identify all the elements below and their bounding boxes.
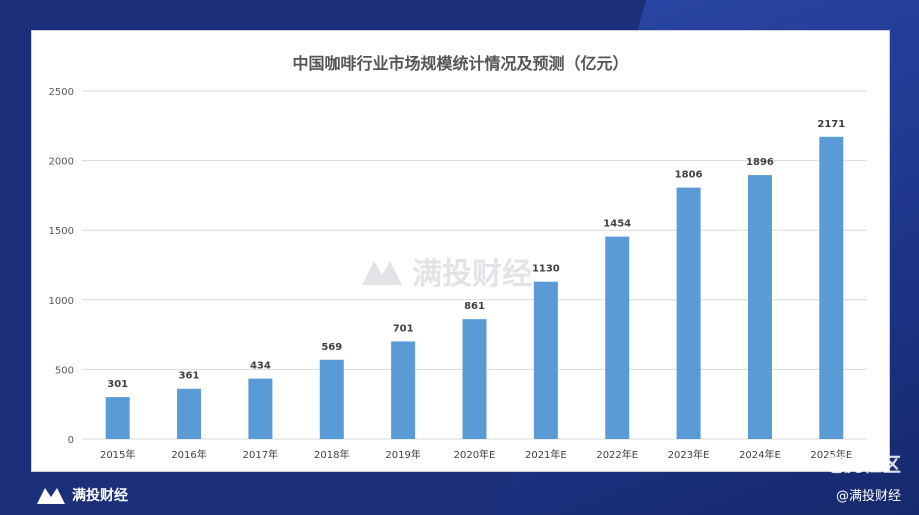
data-label: 1896 bbox=[746, 157, 774, 168]
data-label: 1454 bbox=[603, 219, 631, 230]
watermark-right: 老虎社区 bbox=[824, 454, 901, 476]
bar bbox=[319, 359, 344, 439]
data-label: 361 bbox=[179, 371, 200, 382]
x-tick-label: 2024年E bbox=[739, 448, 781, 461]
data-label: 301 bbox=[107, 379, 128, 390]
center-watermark: 满投财经 bbox=[360, 249, 532, 293]
data-label: 1130 bbox=[532, 264, 560, 275]
x-tick-label: 2021年E bbox=[525, 448, 567, 461]
bar bbox=[533, 281, 558, 439]
bar bbox=[177, 388, 202, 439]
data-label: 434 bbox=[250, 361, 271, 372]
bar bbox=[105, 397, 130, 439]
x-tick-label: 2025年E bbox=[810, 448, 852, 461]
y-tick-label: 2000 bbox=[49, 157, 74, 168]
bar bbox=[747, 175, 772, 440]
x-tick-label: 2020年E bbox=[454, 448, 496, 461]
y-tick-label: 1000 bbox=[49, 296, 74, 307]
footer-brand: 满投财经 bbox=[36, 485, 128, 505]
bar bbox=[391, 341, 416, 439]
data-label: 701 bbox=[393, 323, 414, 334]
data-label: 1806 bbox=[675, 170, 703, 181]
data-label: 569 bbox=[321, 342, 342, 353]
bar bbox=[676, 187, 701, 439]
bar bbox=[462, 319, 487, 439]
data-label: 2171 bbox=[817, 119, 845, 130]
x-tick-label: 2018年 bbox=[314, 448, 349, 461]
bar-chart: 0 500 1000 1500 2000 2500 301 2015年 361 2016年 434 2… bbox=[49, 87, 867, 461]
mountain-logo-icon bbox=[362, 261, 402, 285]
x-tick-label: 2019年 bbox=[385, 448, 420, 461]
y-tick-label: 2500 bbox=[49, 87, 74, 98]
footer-handle: @满投财经 bbox=[835, 489, 901, 504]
x-tick-label: 2017年 bbox=[243, 448, 278, 461]
data-label: 861 bbox=[464, 301, 485, 312]
x-tick-label: 2022年E bbox=[596, 448, 638, 461]
mountain-logo-icon bbox=[37, 488, 65, 504]
x-tick-label: 2015年 bbox=[100, 448, 135, 461]
bar bbox=[605, 236, 630, 439]
center-watermark-text: 满投财经 bbox=[412, 257, 532, 292]
chart-title: 中国咖啡行业市场规模统计情况及预测（亿元） bbox=[292, 54, 629, 73]
footer-brand-text: 满投财经 bbox=[72, 488, 128, 504]
y-tick-label: 500 bbox=[55, 365, 74, 376]
x-tick-label: 2016年 bbox=[171, 448, 206, 461]
chart-card: 中国咖啡行业市场规模统计情况及预测（亿元） 满投财经 0 500 1000 1500 2… bbox=[31, 30, 890, 472]
y-tick-label: 0 bbox=[68, 435, 74, 446]
x-tick-label: 2023年E bbox=[668, 448, 710, 461]
bar bbox=[819, 136, 844, 439]
y-tick-label: 1500 bbox=[49, 226, 74, 237]
bar bbox=[248, 378, 273, 439]
